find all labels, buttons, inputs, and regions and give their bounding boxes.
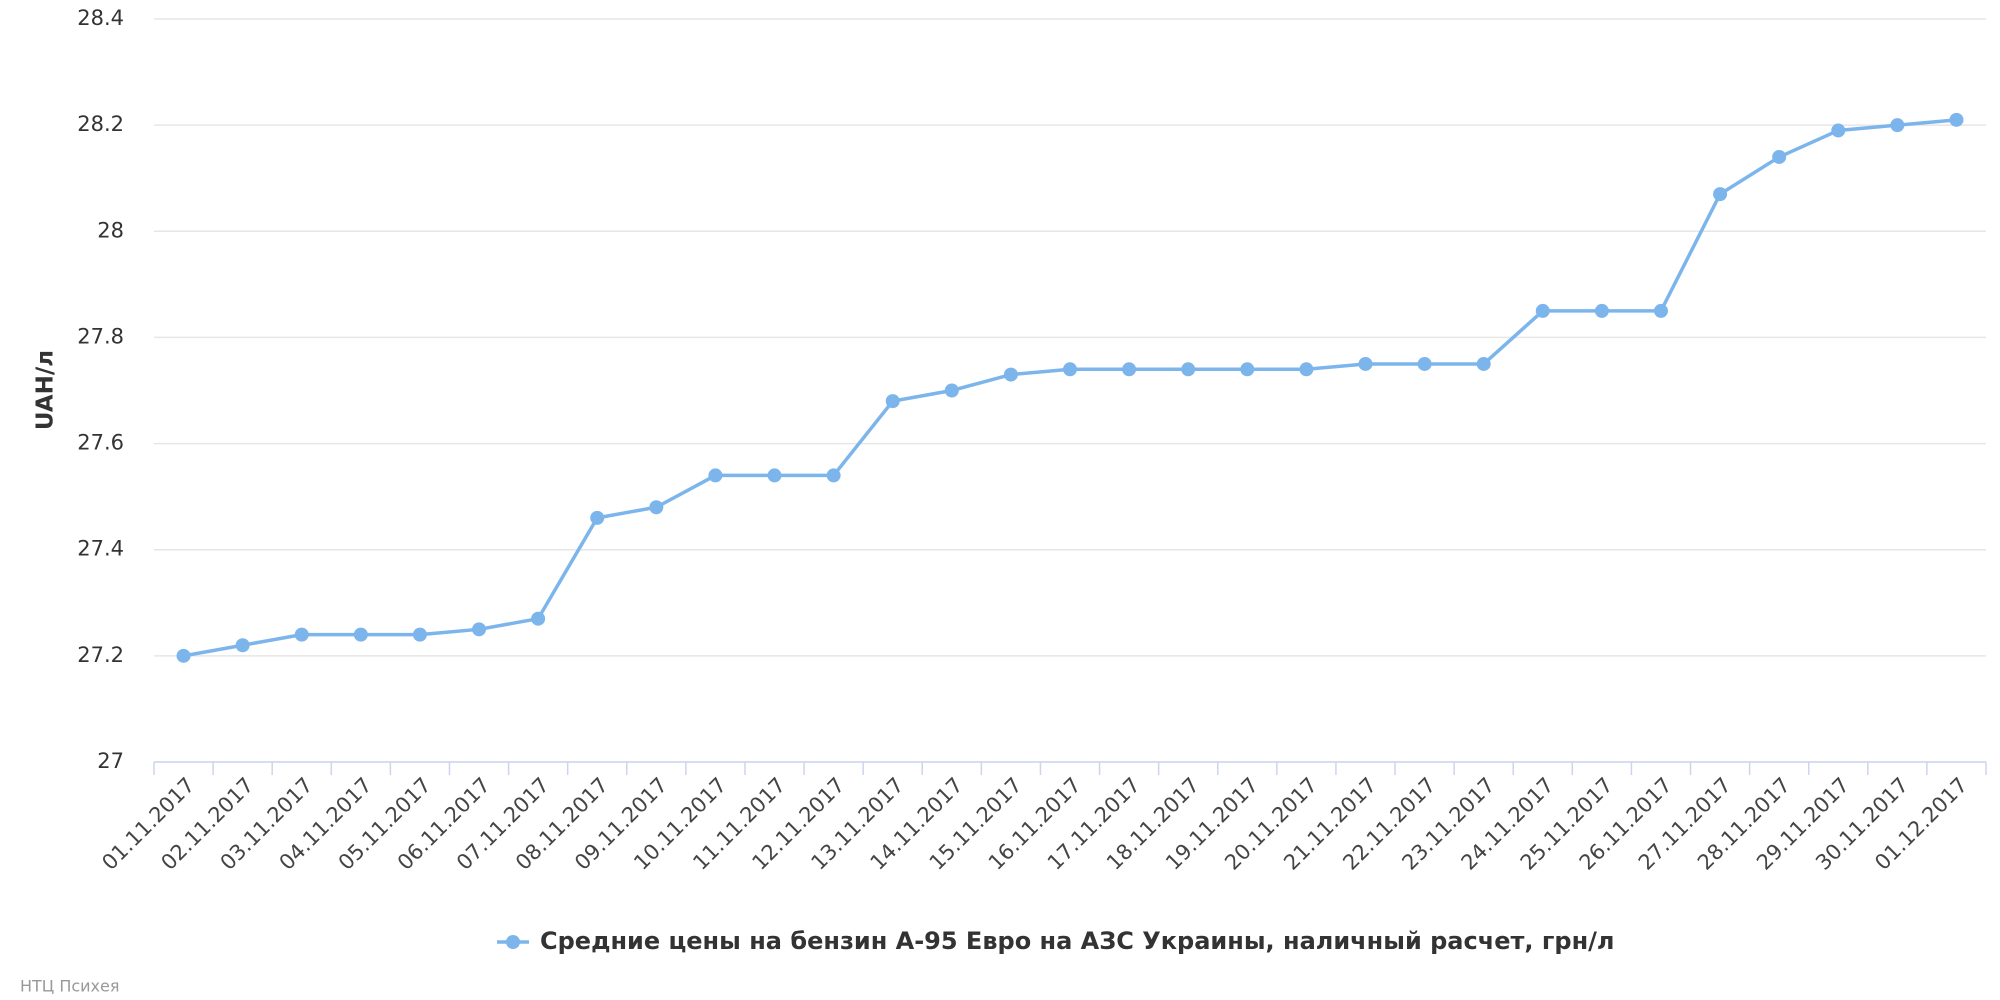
point (353, 627, 368, 642)
point (412, 627, 427, 642)
y-tick-label: 27.6 (77, 431, 124, 455)
y-tick-label: 27.2 (77, 643, 124, 667)
point (1535, 303, 1550, 318)
legend-marker (506, 935, 520, 949)
legend-label: Средние цены на бензин А-95 Евро на АЗС … (540, 927, 1615, 955)
point (176, 648, 191, 663)
y-axis-title: UAH/л (33, 350, 59, 430)
point (1949, 112, 1964, 127)
point (708, 468, 723, 483)
point (1181, 362, 1196, 377)
point (1594, 303, 1609, 318)
credits: НТЦ Психея (20, 977, 119, 996)
point (1122, 362, 1137, 377)
point (294, 627, 309, 642)
point (1476, 356, 1491, 371)
point (1772, 149, 1787, 164)
point (1653, 303, 1668, 318)
point (1358, 356, 1373, 371)
point (1417, 356, 1432, 371)
point (590, 510, 605, 525)
series-line (183, 118, 1957, 658)
point (531, 611, 546, 626)
point (649, 500, 664, 515)
point (472, 622, 487, 637)
point (767, 468, 782, 483)
point (235, 638, 250, 653)
point (1713, 187, 1728, 202)
point (1003, 367, 1018, 382)
point (1299, 362, 1314, 377)
point (1240, 362, 1255, 377)
point (944, 383, 959, 398)
y-tick-label: 27.4 (77, 537, 124, 561)
point (1890, 118, 1905, 133)
point (885, 394, 900, 409)
y-tick-label: 28.2 (77, 112, 124, 136)
y-tick-label: 27.8 (77, 324, 124, 348)
y-tick-label: 28.4 (77, 6, 124, 30)
point (826, 468, 841, 483)
point (1063, 362, 1077, 377)
point (1831, 123, 1846, 138)
y-tick-label: 27 (97, 749, 124, 773)
y-tick-label: 28 (97, 218, 124, 242)
